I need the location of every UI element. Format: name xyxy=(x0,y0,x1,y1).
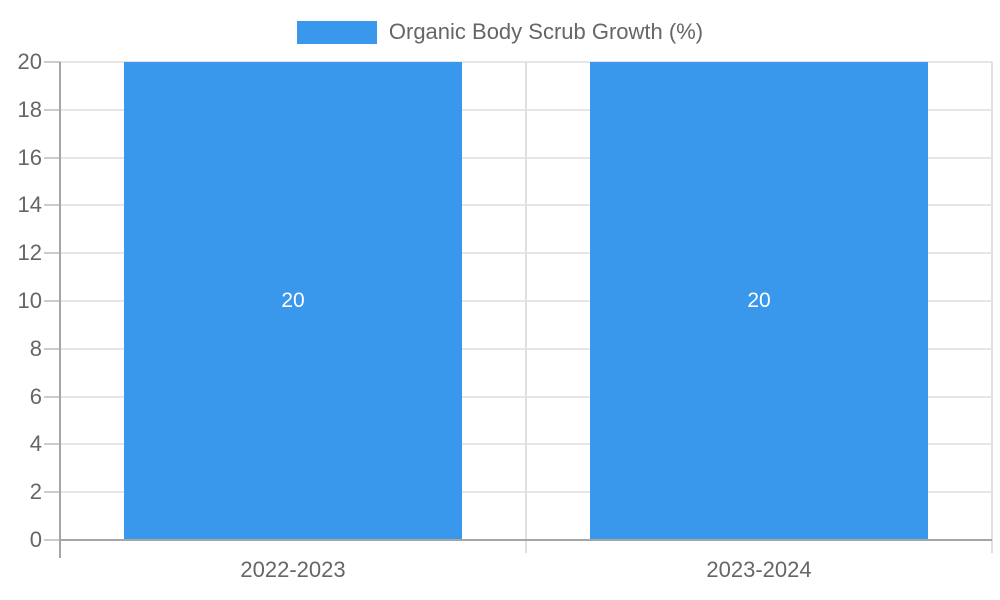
bar[interactable]: 20 xyxy=(590,62,928,540)
legend-label: Organic Body Scrub Growth (%) xyxy=(388,19,704,44)
y-tick-label: 10 xyxy=(17,288,42,313)
y-tick xyxy=(44,347,60,350)
y-tick-label: 18 xyxy=(17,96,42,122)
y-tick-label: 4 xyxy=(29,431,42,457)
legend-swatch xyxy=(296,20,377,44)
y-tick-label: 8 xyxy=(29,335,42,361)
y-tick xyxy=(44,443,60,446)
y-tick xyxy=(44,395,60,398)
chart-legend[interactable]: Organic Body Scrub Growth (%) xyxy=(0,18,1000,46)
y-tick xyxy=(44,204,60,207)
y-tick xyxy=(44,61,60,63)
y-tick xyxy=(44,300,60,302)
y-tick-label: 14 xyxy=(17,192,42,218)
y-tick-label: 2 xyxy=(29,479,42,505)
y-axis-line xyxy=(59,62,61,558)
bar-value-label: 20 xyxy=(281,289,305,312)
bar-value-label: 20 xyxy=(747,289,771,312)
x-category-label: 2023-2024 xyxy=(706,557,812,582)
x-axis-line xyxy=(60,539,992,541)
y-tick xyxy=(44,539,60,541)
y-tick-label: 20 xyxy=(17,49,42,74)
y-tick xyxy=(44,491,60,494)
x-gridline xyxy=(991,62,993,553)
y-tick-label: 0 xyxy=(29,527,42,552)
x-category-label: 2022-2023 xyxy=(240,557,346,582)
y-tick xyxy=(44,108,60,111)
y-tick xyxy=(44,252,60,255)
y-tick xyxy=(44,156,60,159)
x-gridline xyxy=(525,62,527,553)
y-tick-label: 12 xyxy=(17,240,42,266)
y-tick-label: 6 xyxy=(29,383,42,409)
bar[interactable]: 20 xyxy=(124,62,462,540)
y-tick-label: 16 xyxy=(17,144,42,170)
